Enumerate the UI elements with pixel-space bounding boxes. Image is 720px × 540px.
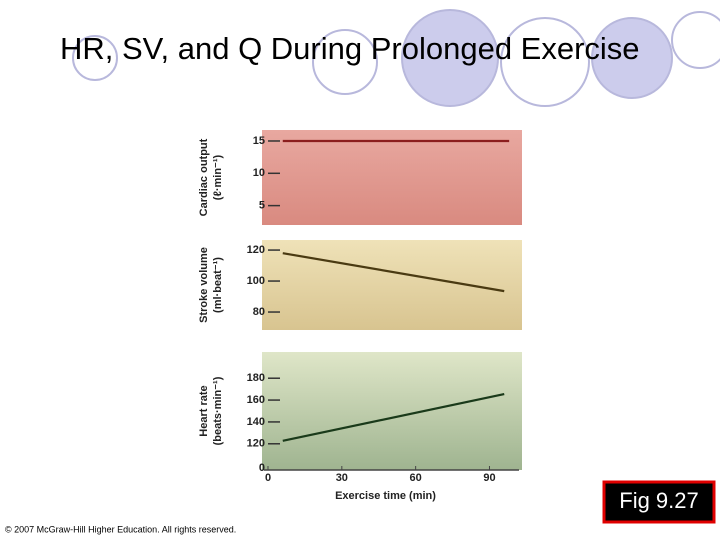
y-tick-label: 160 [247,394,265,406]
y-tick-label: 10 [253,167,265,179]
x-axis-label: Exercise time (min) [335,490,436,502]
x-tick-label: 90 [483,472,495,484]
decoration [72,9,720,107]
circle [312,29,378,95]
y-tick-label: 120 [247,244,265,256]
y-tick-label: 180 [247,372,265,384]
data-line [282,252,505,293]
y-tick-label: 140 [247,416,265,428]
y-origin-label: 0 [259,462,265,474]
panel-background [262,352,522,470]
y-tick-label: 120 [247,438,265,450]
circle [500,17,590,107]
y-axis-unit: (beats·min⁻¹) [212,376,224,445]
circle [72,35,118,81]
figure-label: Fig 9.27 [619,488,699,513]
y-axis-label: Stroke volume [198,247,210,323]
y-axis-unit: (ml·beat⁻¹) [212,257,224,313]
y-axis-label: Heart rate [198,385,210,436]
x-tick-label: 30 [336,472,348,484]
y-tick-label: 80 [253,306,265,318]
x-tick-label: 60 [410,472,422,484]
data-line [282,392,505,442]
panel-background [262,240,522,330]
y-axis-label: Cardiac output [198,138,210,216]
y-tick-label: 15 [253,135,265,147]
y-tick-label: 100 [247,275,265,287]
slide-title: HR, SV, and Q During Prolonged Exercise [60,31,640,66]
figure-label-box [602,480,716,524]
copyright: © 2007 McGraw-Hill Higher Education. All… [5,524,236,534]
circle [401,9,499,107]
panel-background [262,130,522,225]
circle [591,17,673,99]
circle [671,11,720,69]
y-axis-unit: (ℓ·min⁻¹) [212,154,224,200]
y-tick-label: 5 [259,200,265,212]
x-tick-label: 0 [265,472,271,484]
